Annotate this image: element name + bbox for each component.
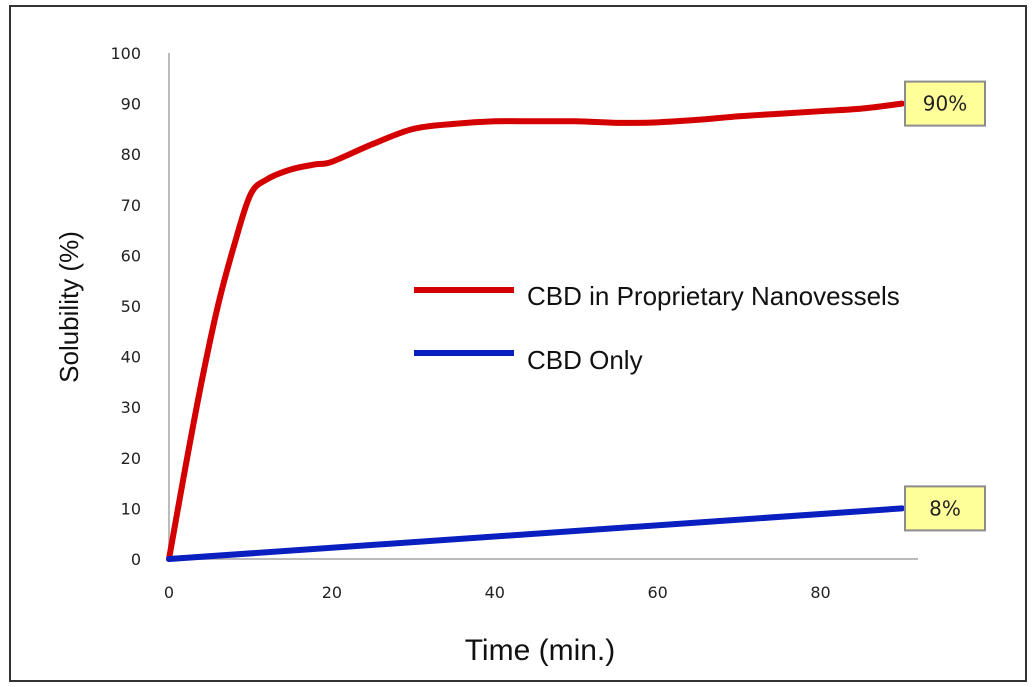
x-tick-label: 20 [322, 583, 342, 602]
y-tick-label: 60 [121, 246, 141, 265]
series-line-nanovessels [166, 100, 905, 562]
y-tick-label: 20 [121, 449, 141, 468]
y-tick-label: 40 [121, 348, 141, 367]
legend-label-nanovessels: CBD in Proprietary Nanovessels [527, 281, 900, 311]
x-tick-label: 0 [164, 583, 174, 602]
series-line-cbd-only [166, 505, 905, 562]
y-tick-label: 0 [131, 550, 141, 569]
legend-label-cbd-only: CBD Only [527, 345, 643, 375]
y-axis-label: Solubility (%) [54, 231, 84, 383]
callout-box [904, 80, 986, 127]
series-lines [166, 100, 905, 562]
y-tick-label: 90 [121, 95, 141, 114]
callout-box [904, 485, 986, 532]
y-tick-label: 70 [121, 196, 141, 215]
value-callouts: 90% 8% [904, 80, 986, 532]
legend: CBD in Proprietary Nanovessels CBD Only [414, 281, 900, 375]
y-tick-labels: 0 10 20 30 40 50 60 70 80 90 100 [110, 44, 141, 569]
callout-label: 8% [929, 496, 961, 520]
x-axis-label: Time (min.) [465, 634, 616, 667]
y-tick-label: 50 [121, 297, 141, 316]
x-tick-label: 40 [485, 583, 505, 602]
y-tick-label: 100 [110, 44, 141, 63]
y-tick-label: 10 [121, 499, 141, 518]
callout-label: 90% [923, 92, 967, 116]
y-tick-label: 30 [121, 398, 141, 417]
x-tick-label: 80 [810, 583, 830, 602]
x-tick-label: 60 [647, 583, 667, 602]
chart-frame [9, 5, 1027, 682]
y-tick-label: 80 [121, 145, 141, 164]
x-tick-labels: 0 20 40 60 80 [164, 583, 831, 602]
